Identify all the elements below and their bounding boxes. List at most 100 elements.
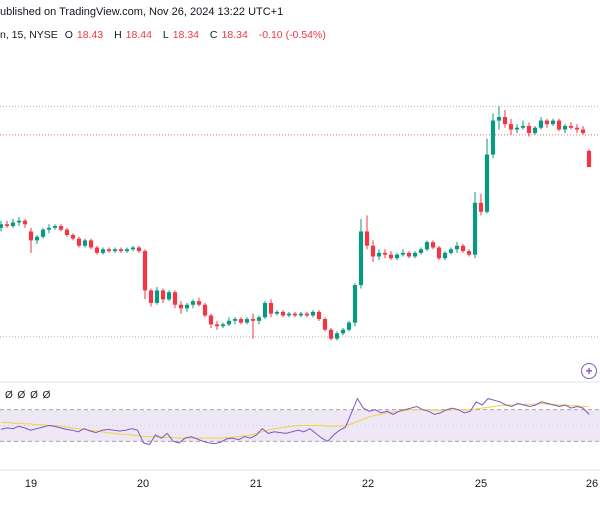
candle — [46, 224, 52, 234]
candle-body — [406, 252, 412, 257]
candle-body — [298, 313, 304, 316]
ohlc-legend: n, 15, NYSE O 18.43 H 18.44 L 18.34 C 18.34 … — [0, 29, 330, 41]
candle — [298, 311, 304, 318]
candle — [280, 310, 286, 318]
candle-body — [178, 304, 184, 309]
candle-body — [394, 254, 400, 259]
candle — [22, 218, 28, 228]
candle-body — [412, 252, 418, 257]
candle-body — [148, 290, 154, 303]
candle-body — [238, 319, 244, 323]
candle-body — [376, 252, 382, 257]
candle-body — [124, 249, 130, 252]
candle-body — [418, 249, 424, 253]
candle — [418, 247, 424, 255]
candle — [430, 240, 436, 250]
candle — [466, 249, 472, 257]
low-label: L — [162, 29, 169, 41]
candle-body — [232, 319, 238, 321]
candle-body — [166, 292, 172, 300]
candle — [310, 310, 316, 318]
candle-body — [322, 319, 328, 330]
candle-body — [40, 229, 46, 237]
candle-body — [88, 240, 94, 248]
candle — [0, 220, 4, 232]
candle — [100, 247, 106, 255]
candle — [538, 117, 544, 130]
candle — [490, 113, 496, 159]
candle-body — [112, 249, 118, 252]
candle-body — [448, 249, 454, 253]
candle-body — [424, 242, 430, 250]
candle-body — [430, 242, 436, 248]
candle — [136, 245, 142, 253]
chart-header: ublished on TradingView.com, Nov 26, 202… — [0, 0, 600, 24]
candle-body — [574, 127, 580, 130]
time-axis-label: 20 — [136, 478, 150, 490]
candle — [352, 283, 358, 327]
candle — [172, 290, 178, 309]
candle — [238, 317, 244, 325]
add-indicator-button[interactable]: + — [581, 363, 597, 379]
candle-body — [310, 311, 316, 316]
candle-body — [400, 252, 406, 255]
candle — [154, 286, 160, 305]
candle — [256, 315, 262, 325]
candle — [70, 233, 76, 241]
candle — [142, 249, 148, 300]
candle — [520, 120, 526, 130]
candle-body — [496, 117, 502, 121]
candle — [148, 288, 154, 307]
candle-body — [520, 125, 526, 128]
candle-body — [100, 249, 106, 253]
time-axis-label: 21 — [249, 478, 263, 490]
candle-body — [208, 315, 214, 325]
candle — [178, 301, 184, 314]
rsi-legend: Ø Ø Ø Ø — [5, 390, 52, 401]
candle-body — [442, 252, 448, 259]
candle — [184, 302, 190, 312]
candle-body — [262, 302, 268, 318]
candle — [262, 301, 268, 320]
candle — [388, 251, 394, 261]
candle-body — [346, 322, 352, 330]
candle — [106, 247, 112, 253]
candle — [460, 243, 466, 253]
candle — [346, 320, 352, 332]
candle — [208, 313, 214, 328]
candle — [376, 249, 382, 261]
candle-body — [340, 329, 346, 334]
time-axis-label: 22 — [361, 478, 375, 490]
candle-body — [172, 292, 178, 305]
candle-body — [568, 125, 574, 128]
high-value: 18.44 — [125, 29, 152, 41]
candle — [220, 322, 226, 328]
candle — [472, 192, 478, 259]
candle — [406, 251, 412, 259]
published-caption: ublished on TradingView.com, Nov 26, 202… — [0, 6, 284, 18]
candle — [496, 106, 502, 130]
candle-body — [52, 226, 58, 228]
candle-body — [502, 117, 508, 125]
candle-body — [70, 235, 76, 239]
candle-body — [28, 231, 34, 241]
candle-body — [34, 236, 40, 241]
time-axis-label: 26 — [585, 478, 599, 490]
candle — [322, 317, 328, 332]
candle-body — [106, 249, 112, 252]
candle — [94, 245, 100, 255]
candle-body — [196, 301, 202, 305]
time-axis-label: 19 — [24, 478, 38, 490]
candle — [88, 238, 94, 250]
candle — [160, 288, 166, 303]
time-axis-label: 25 — [474, 478, 488, 490]
candle-body — [532, 127, 538, 134]
candle — [28, 227, 34, 253]
candle — [364, 215, 370, 250]
candle-body — [586, 150, 592, 168]
candle-body — [214, 324, 220, 327]
candle-body — [460, 245, 466, 252]
candle — [334, 331, 340, 341]
candle-body — [94, 247, 100, 253]
